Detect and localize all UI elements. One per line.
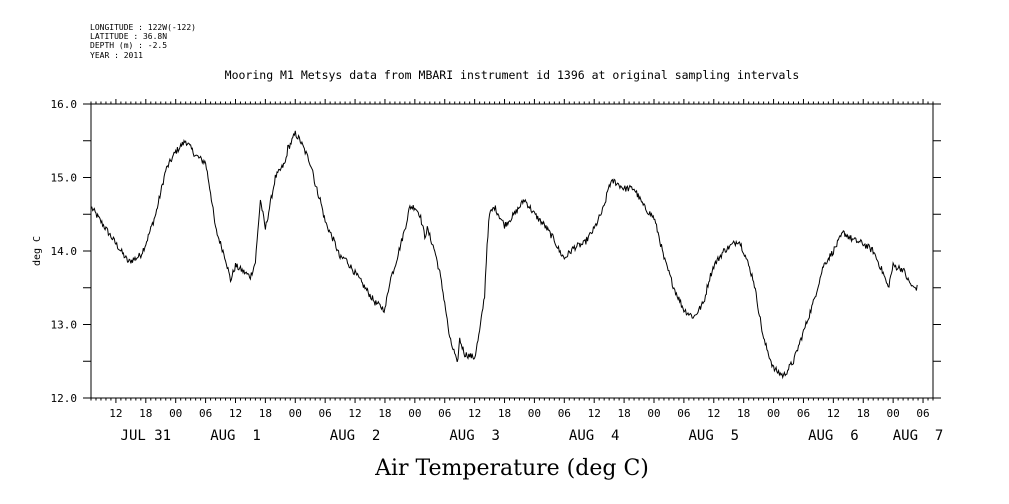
y-tick-label: 13.0 <box>51 319 78 332</box>
chart-title: Mooring M1 Metsys data from MBARI instru… <box>225 68 800 82</box>
x-tick-label: 12 <box>109 407 122 420</box>
series-line-air-temperature <box>90 130 918 380</box>
x-tick-label: 00 <box>408 407 421 420</box>
x-tick-label: 18 <box>857 407 870 420</box>
x-tick-label: 12 <box>588 407 601 420</box>
x-tick-label: 18 <box>378 407 391 420</box>
latitude-label: LATITUDE : 36.8N <box>90 32 167 41</box>
y-tick-label: 15.0 <box>51 172 78 185</box>
x-tick-label: 06 <box>677 407 690 420</box>
x-tick-label: 12 <box>827 407 840 420</box>
y-tick-label: 14.0 <box>51 245 78 258</box>
x-tick-label: 06 <box>319 407 332 420</box>
longitude-label: LONGITUDE : 122W(-122) <box>90 23 196 32</box>
x-tick-label: 06 <box>797 407 810 420</box>
plot-frame <box>90 103 934 399</box>
year-label: YEAR : 2011 <box>90 51 143 60</box>
axes <box>90 103 934 399</box>
x-tick-label: 00 <box>289 407 302 420</box>
x-axis-label: Air Temperature (deg C) <box>374 456 649 481</box>
x-tick-label: 12 <box>229 407 242 420</box>
x-tick-label: 12 <box>468 407 481 420</box>
x-tick-label: 00 <box>887 407 900 420</box>
x-tick-label: 18 <box>259 407 272 420</box>
x-tick-label: 00 <box>647 407 660 420</box>
x-day-label: AUG 2 <box>330 428 381 444</box>
x-tick-label: 06 <box>199 407 212 420</box>
x-tick-label: 00 <box>169 407 182 420</box>
x-day-label: AUG 6 <box>808 428 859 444</box>
x-tick-label: 00 <box>767 407 780 420</box>
x-day-label: AUG 4 <box>569 428 620 444</box>
x-day-label: AUG 3 <box>449 428 500 444</box>
x-tick-label: 06 <box>438 407 451 420</box>
tick-labels: 12.0 13.0 14.0 15.0 16.0 12 18 00 06 12 18 00 06 12 18… <box>51 98 944 444</box>
x-tick-label: 18 <box>617 407 630 420</box>
x-day-label: AUG 1 <box>210 428 261 444</box>
y-axis-label: deg C <box>32 236 43 266</box>
x-tick-label: 06 <box>558 407 571 420</box>
x-tick-label: 12 <box>707 407 720 420</box>
x-tick-label: 00 <box>528 407 541 420</box>
y-tick-label: 16.0 <box>51 98 78 111</box>
depth-label: DEPTH (m) : -2.5 <box>90 41 167 50</box>
x-tick-label: 18 <box>737 407 750 420</box>
x-day-label: JUL 31 <box>121 428 172 444</box>
y-tick-label: 12.0 <box>51 392 78 405</box>
x-tick-label: 12 <box>348 407 361 420</box>
x-day-label: AUG 7 <box>893 428 944 444</box>
x-tick-label: 18 <box>498 407 511 420</box>
x-tick-label: 06 <box>916 407 929 420</box>
x-day-label: AUG 5 <box>688 428 739 444</box>
x-tick-label: 18 <box>139 407 152 420</box>
ticks <box>83 99 941 403</box>
